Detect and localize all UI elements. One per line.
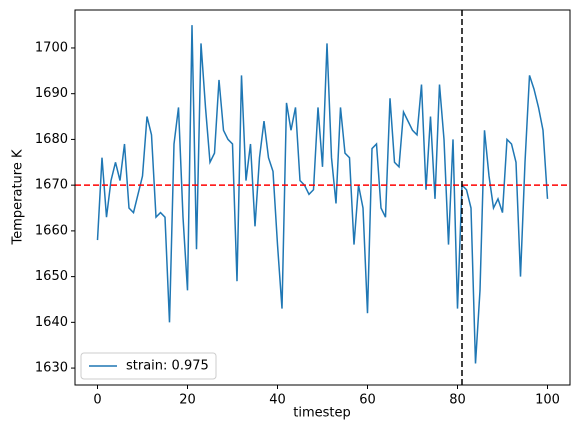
x-tick-label: 0 bbox=[93, 393, 101, 408]
y-axis-label: Temperature K bbox=[11, 149, 26, 245]
y-tick-label: 1650 bbox=[35, 269, 68, 284]
x-tick-label: 60 bbox=[359, 393, 376, 408]
x-tick-label: 20 bbox=[179, 393, 196, 408]
x-tick-label: 100 bbox=[535, 393, 560, 408]
y-tick-label: 1670 bbox=[35, 178, 68, 193]
y-tick-label: 1660 bbox=[35, 223, 68, 238]
y-tick-label: 1640 bbox=[35, 315, 68, 330]
x-tick-label: 80 bbox=[449, 393, 466, 408]
legend-label: strain: 0.975 bbox=[126, 359, 209, 374]
x-axis-label: timestep bbox=[293, 406, 351, 421]
y-tick-label: 1630 bbox=[35, 361, 68, 376]
plot-frame bbox=[74, 9, 571, 386]
y-tick-label: 1680 bbox=[35, 132, 68, 147]
data-line bbox=[96, 25, 549, 364]
legend-box bbox=[80, 352, 217, 380]
y-tick-label: 1690 bbox=[35, 86, 68, 101]
x-tick-label: 40 bbox=[269, 393, 286, 408]
y-tick-label: 1700 bbox=[35, 40, 68, 55]
